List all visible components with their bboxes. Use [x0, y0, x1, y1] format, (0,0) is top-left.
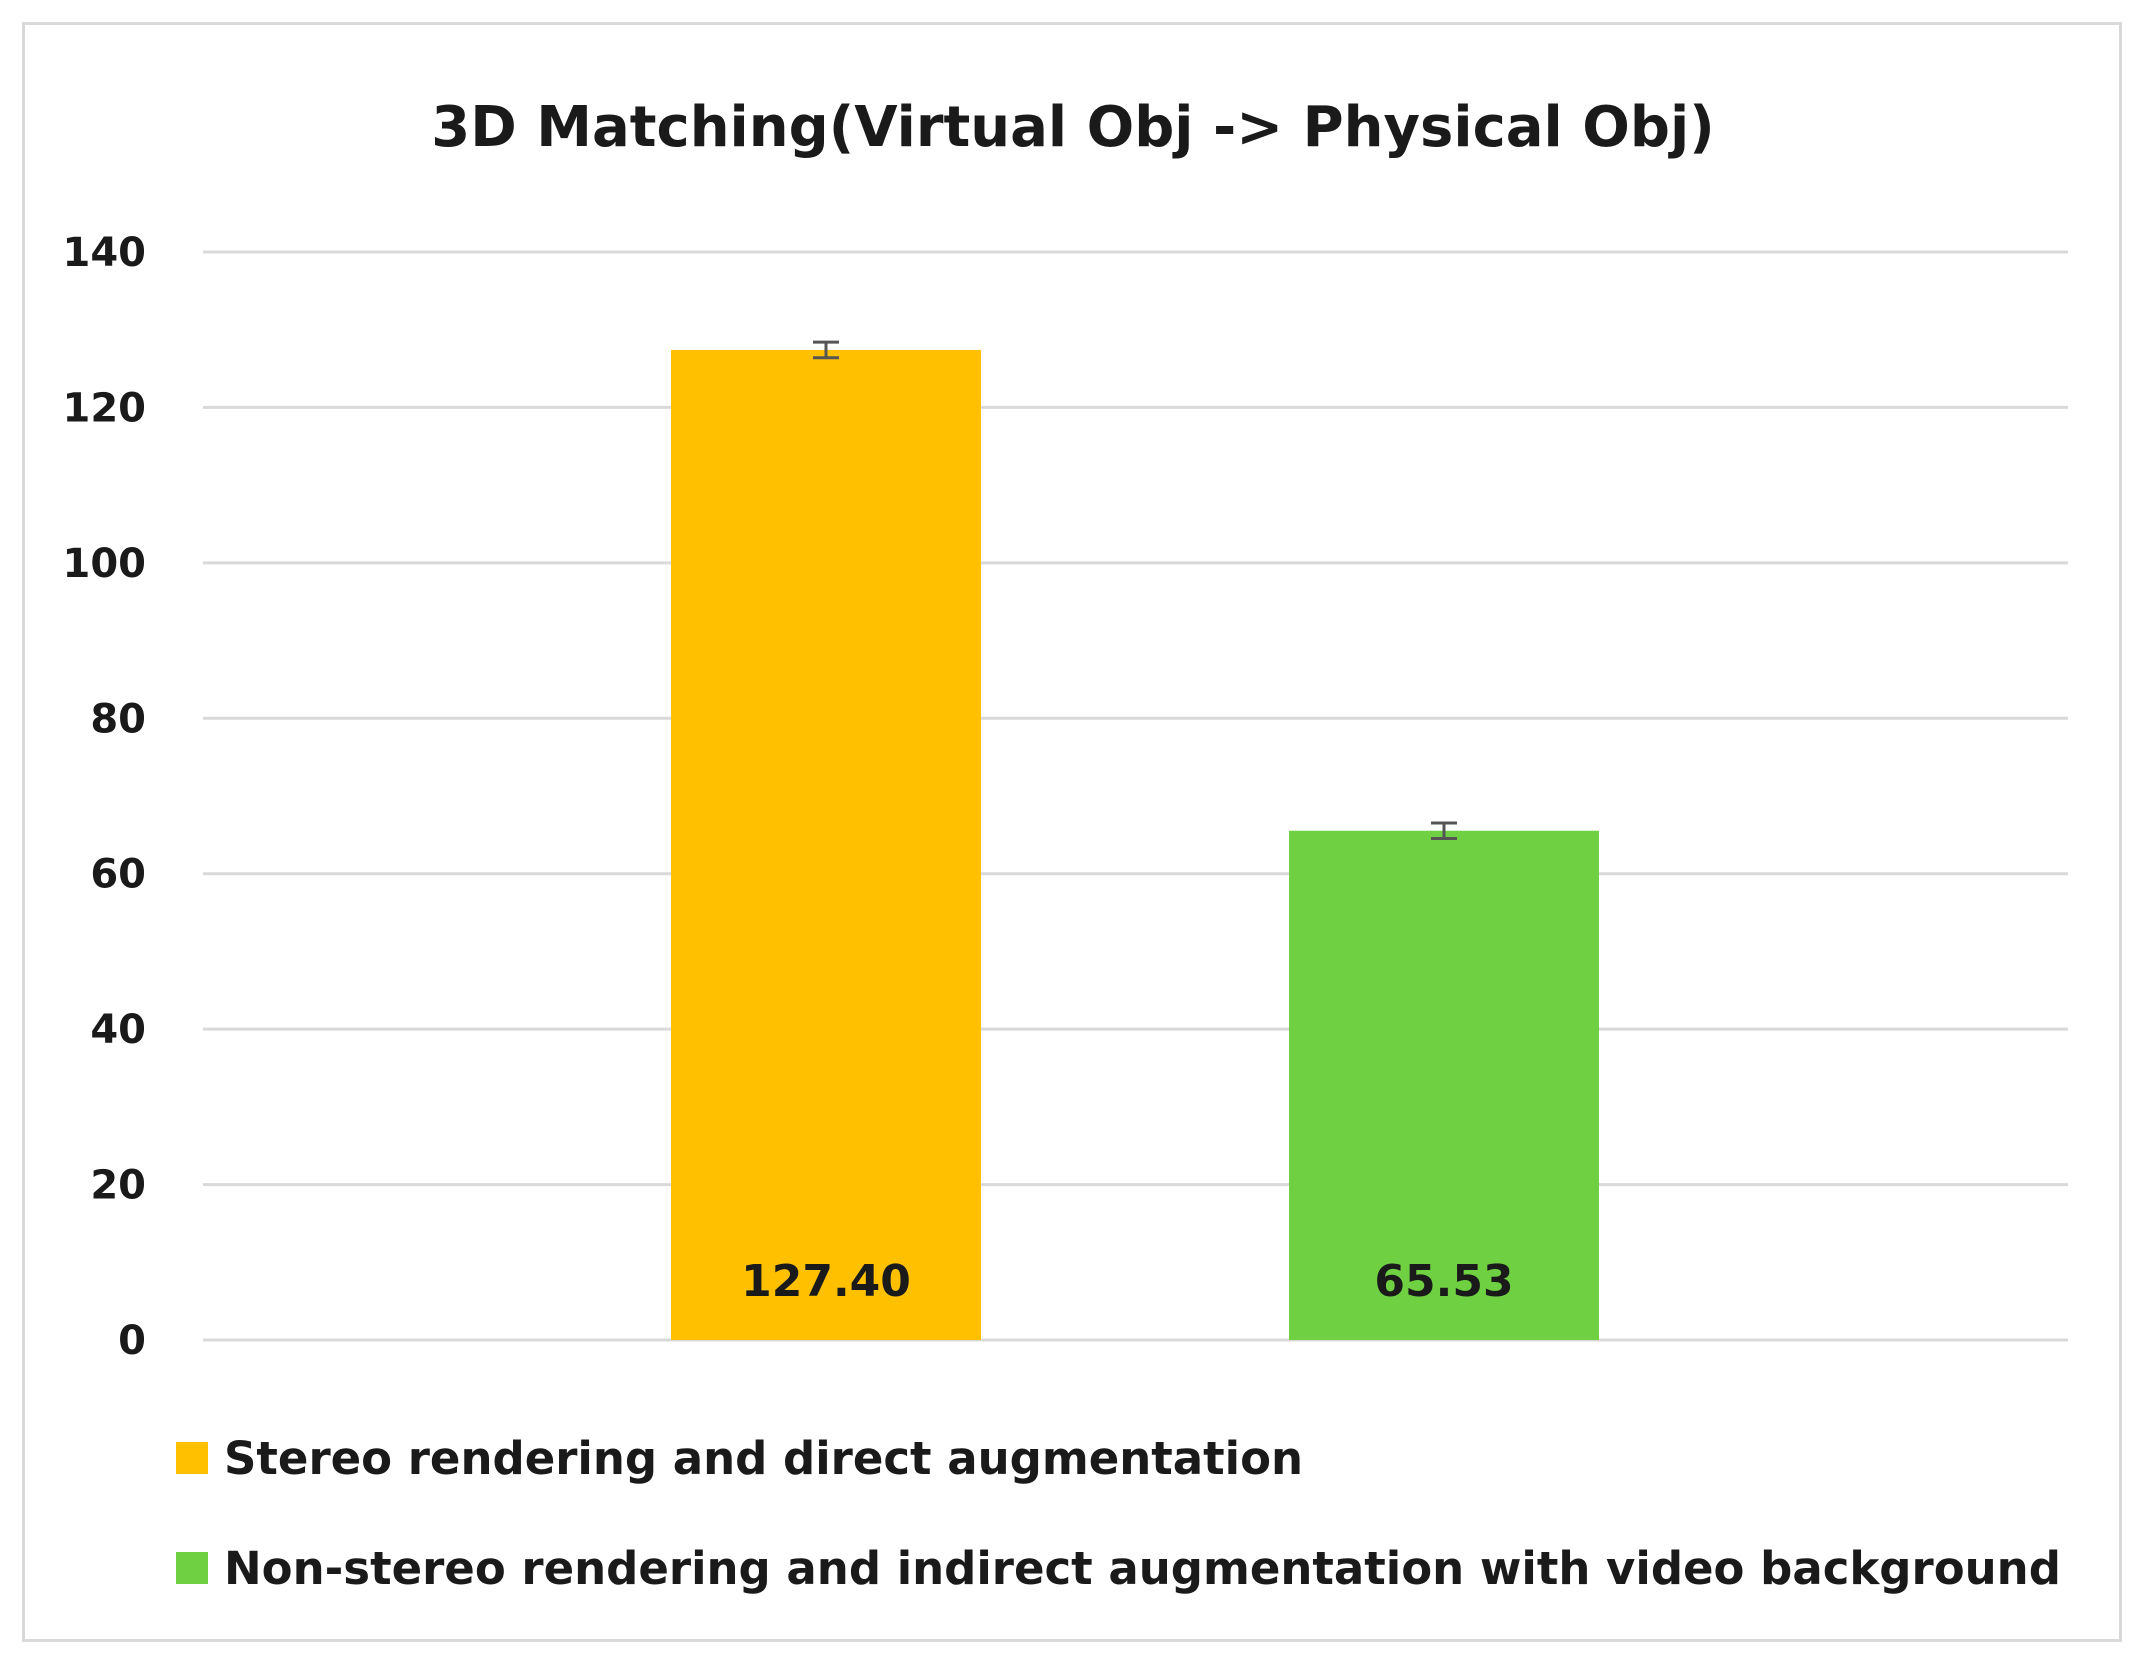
data-labels: 127.40 65.53: [741, 1256, 1513, 1307]
bar-2: [1289, 830, 1599, 1340]
error-bar-2: [1431, 821, 1457, 841]
data-label-2: 65.53: [1374, 1256, 1513, 1307]
data-label-1: 127.40: [741, 1256, 911, 1307]
y-tick-label-60: 60: [90, 852, 146, 898]
y-axis: 0 20 40 60 80 100 120 140: [63, 230, 147, 1364]
chart-frame: [22, 22, 2122, 1642]
legend-swatch-2: [176, 1552, 208, 1584]
legend-swatch-1: [176, 1442, 208, 1474]
chart-title: 3D Matching(Virtual Obj -> Physical Obj): [431, 95, 1714, 160]
legend-label-2: Non-stereo rendering and indirect augmen…: [224, 1542, 2061, 1595]
y-tick-label-80: 80: [90, 696, 146, 742]
gridlines: [203, 250, 2068, 1342]
legend-label-1: Stereo rendering and direct augmentation: [224, 1432, 1303, 1485]
bars: [671, 340, 1599, 1340]
y-tick-label-40: 40: [90, 1007, 146, 1053]
y-tick-label-0: 0: [118, 1318, 146, 1364]
error-bar-1: [813, 340, 839, 360]
y-tick-label-120: 120: [63, 385, 147, 431]
legend: Stereo rendering and direct augmentation…: [176, 1432, 2061, 1595]
bar-1: [671, 349, 981, 1340]
y-tick-label-140: 140: [63, 230, 147, 276]
y-tick-label-100: 100: [63, 541, 147, 587]
y-tick-label-20: 20: [90, 1163, 146, 1209]
